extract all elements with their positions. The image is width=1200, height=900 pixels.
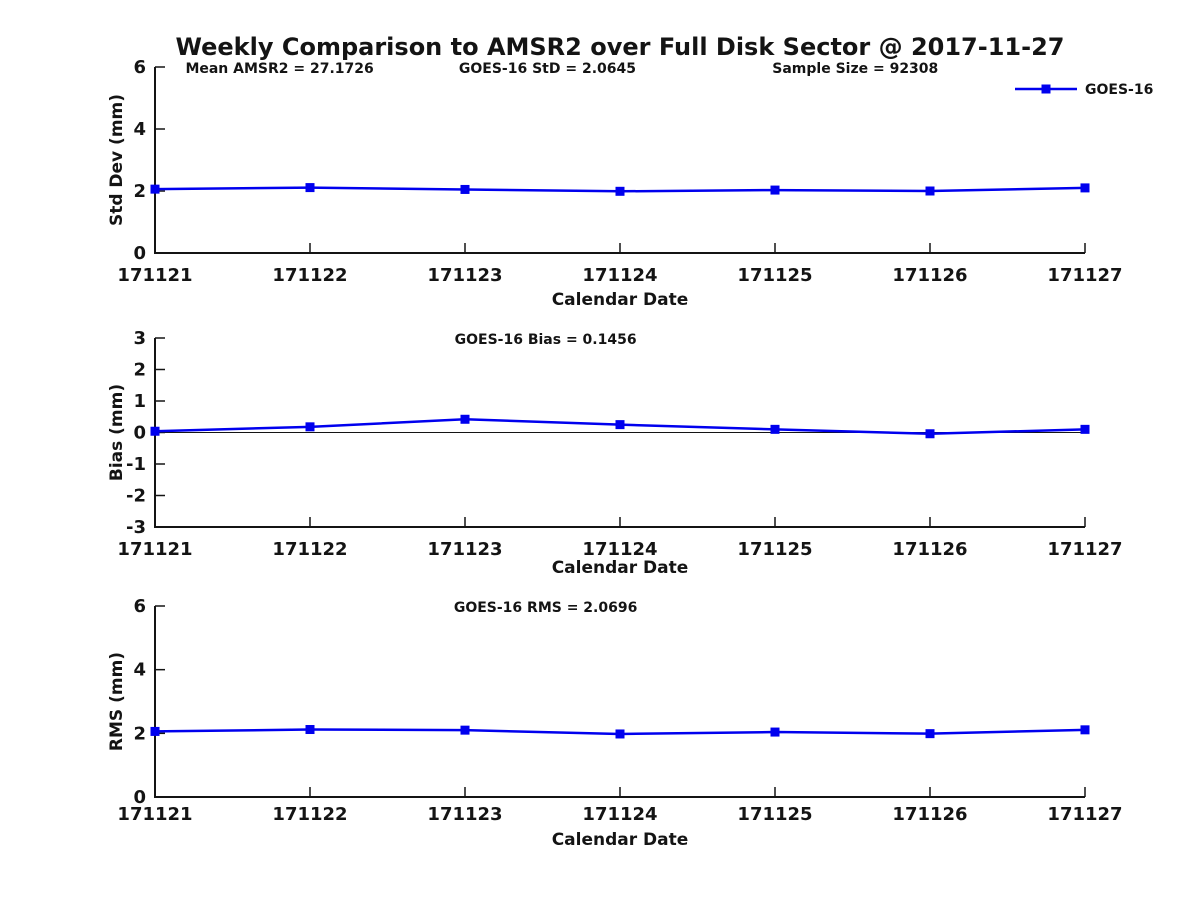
x-tick-label: 171126 bbox=[892, 265, 967, 286]
annotation: GOES-16 Bias = 0.1456 bbox=[455, 332, 637, 348]
annotation: GOES-16 StD = 2.0645 bbox=[459, 61, 636, 77]
data-point-marker bbox=[460, 414, 470, 424]
x-tick-label: 171123 bbox=[427, 265, 502, 286]
y-tick-label: -3 bbox=[126, 517, 146, 538]
y-tick-label: -1 bbox=[126, 454, 146, 475]
x-tick-label: 171122 bbox=[272, 265, 347, 286]
x-tick-label: 171127 bbox=[1047, 539, 1122, 560]
legend: GOES-16 bbox=[1015, 82, 1153, 98]
y-tick-label: 4 bbox=[133, 660, 146, 681]
data-point-marker bbox=[150, 726, 160, 736]
x-tick-label: 171127 bbox=[1047, 804, 1122, 825]
data-point-marker bbox=[460, 725, 470, 735]
x-tick-label: 171124 bbox=[582, 265, 657, 286]
x-tick-label: 171121 bbox=[117, 539, 192, 560]
y-axis-title: Std Dev (mm) bbox=[107, 94, 127, 226]
data-point-marker bbox=[305, 422, 315, 432]
x-tick-label: 171126 bbox=[892, 539, 967, 560]
data-point-marker bbox=[1080, 183, 1090, 193]
data-point-marker bbox=[1080, 424, 1090, 434]
data-point-marker bbox=[770, 727, 780, 737]
data-point-marker bbox=[150, 184, 160, 194]
data-point-marker bbox=[770, 185, 780, 195]
x-tick-label: 171122 bbox=[272, 804, 347, 825]
annotation: Sample Size = 92308 bbox=[772, 61, 938, 77]
x-tick-label: 171122 bbox=[272, 539, 347, 560]
y-tick-label: 3 bbox=[133, 328, 146, 349]
y-tick-label: 6 bbox=[133, 57, 146, 78]
y-tick-label: 2 bbox=[133, 181, 146, 202]
data-point-marker bbox=[615, 186, 625, 196]
x-axis-title: Calendar Date bbox=[552, 830, 689, 850]
x-tick-label: 171126 bbox=[892, 804, 967, 825]
x-axis-title: Calendar Date bbox=[552, 290, 689, 310]
y-tick-label: 2 bbox=[133, 360, 146, 381]
data-point-marker bbox=[305, 725, 315, 735]
legend-marker bbox=[1041, 84, 1051, 94]
legend-label: GOES-16 bbox=[1085, 82, 1153, 98]
data-point-marker bbox=[925, 186, 935, 196]
x-tick-label: 171124 bbox=[582, 539, 657, 560]
x-tick-label: 171121 bbox=[117, 804, 192, 825]
y-tick-label: -2 bbox=[126, 486, 146, 507]
y-tick-label: 2 bbox=[133, 723, 146, 744]
annotation: GOES-16 RMS = 2.0696 bbox=[454, 600, 638, 616]
x-axis-title: Calendar Date bbox=[552, 558, 689, 578]
y-tick-label: 0 bbox=[133, 787, 146, 808]
y-tick-label: 0 bbox=[133, 243, 146, 264]
data-point-marker bbox=[770, 424, 780, 434]
x-tick-label: 171123 bbox=[427, 539, 502, 560]
x-tick-label: 171127 bbox=[1047, 265, 1122, 286]
y-axis-title: RMS (mm) bbox=[107, 652, 127, 751]
x-tick-label: 171125 bbox=[737, 265, 812, 286]
data-point-marker bbox=[615, 420, 625, 430]
data-point-marker bbox=[925, 429, 935, 439]
y-tick-label: 6 bbox=[133, 596, 146, 617]
x-tick-label: 171123 bbox=[427, 804, 502, 825]
subplot-std-dev: 0 2 4 6 171121 171122 171123 171124 171125 171126… bbox=[107, 57, 1153, 310]
y-tick-label: 1 bbox=[133, 391, 146, 412]
data-point-marker bbox=[1080, 725, 1090, 735]
x-tick-label: 171125 bbox=[737, 539, 812, 560]
y-tick-label: 0 bbox=[133, 423, 146, 444]
y-tick-label: 4 bbox=[133, 119, 146, 140]
data-point-marker bbox=[150, 426, 160, 436]
subplot-bias: -3 -2 -1 0 1 2 3 171121 171122 171123 171124 171125… bbox=[107, 328, 1123, 578]
x-tick-label: 171125 bbox=[737, 804, 812, 825]
x-tick-label: 171121 bbox=[117, 265, 192, 286]
annotation: Mean AMSR2 = 27.1726 bbox=[185, 61, 373, 77]
data-point-marker bbox=[305, 183, 315, 193]
subplot-rms: 0 2 4 6 171121 171122 171123 171124 171125 171126… bbox=[107, 596, 1123, 850]
data-point-marker bbox=[925, 729, 935, 739]
data-point-marker bbox=[460, 184, 470, 194]
y-axis-title: Bias (mm) bbox=[107, 384, 127, 481]
figure-title: Weekly Comparison to AMSR2 over Full Dis… bbox=[175, 33, 1065, 61]
x-tick-label: 171124 bbox=[582, 804, 657, 825]
data-point-marker bbox=[615, 729, 625, 739]
